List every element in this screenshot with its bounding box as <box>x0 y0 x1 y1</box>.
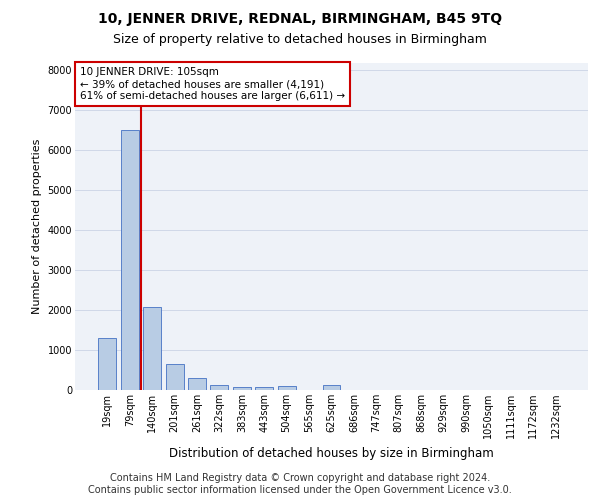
X-axis label: Distribution of detached houses by size in Birmingham: Distribution of detached houses by size … <box>169 446 494 460</box>
Bar <box>166 364 184 390</box>
Bar <box>255 388 273 390</box>
Bar <box>121 130 139 390</box>
Y-axis label: Number of detached properties: Number of detached properties <box>32 138 42 314</box>
Bar <box>211 385 229 390</box>
Bar <box>233 386 251 390</box>
Bar <box>278 386 296 390</box>
Bar <box>323 385 340 390</box>
Bar <box>188 378 206 390</box>
Text: 10 JENNER DRIVE: 105sqm
← 39% of detached houses are smaller (4,191)
61% of semi: 10 JENNER DRIVE: 105sqm ← 39% of detache… <box>80 68 345 100</box>
Bar <box>143 307 161 390</box>
Text: Contains HM Land Registry data © Crown copyright and database right 2024.
Contai: Contains HM Land Registry data © Crown c… <box>88 474 512 495</box>
Bar <box>98 338 116 390</box>
Text: Size of property relative to detached houses in Birmingham: Size of property relative to detached ho… <box>113 32 487 46</box>
Text: 10, JENNER DRIVE, REDNAL, BIRMINGHAM, B45 9TQ: 10, JENNER DRIVE, REDNAL, BIRMINGHAM, B4… <box>98 12 502 26</box>
